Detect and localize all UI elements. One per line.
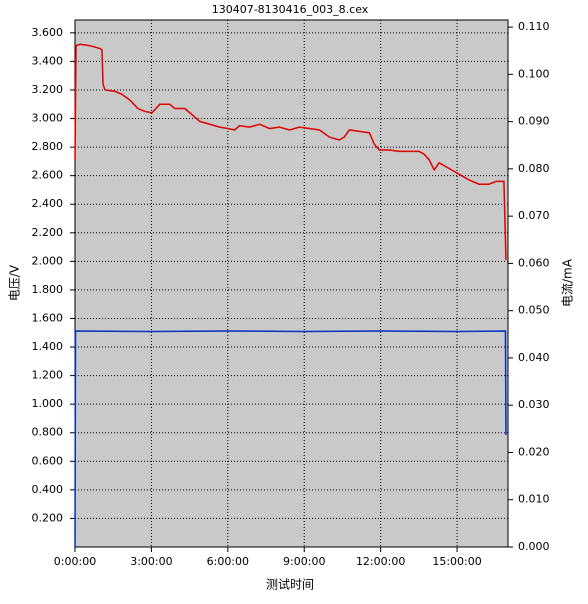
- y2-tick-label: 0.010: [518, 493, 550, 506]
- y-tick-label: 3.200: [32, 83, 64, 96]
- y-tick-label: 1.000: [32, 397, 64, 410]
- y2-tick-label: 0.050: [518, 304, 550, 317]
- y-tick-label: 2.600: [32, 169, 64, 182]
- x-tick-label: 15:00:00: [432, 555, 481, 568]
- y2-tick-label: 0.040: [518, 351, 550, 364]
- y-tick-label: 1.200: [32, 369, 64, 382]
- y2-tick-label: 0.080: [518, 162, 550, 175]
- y-tick-label: 2.000: [32, 254, 64, 267]
- y-axis-label: 电压/V: [8, 264, 22, 301]
- y2-tick-label: 0.100: [518, 67, 550, 80]
- plot-area: [74, 19, 509, 548]
- x-tick-label: 6:00:00: [207, 555, 249, 568]
- y2-tick-label: 0.110: [518, 20, 550, 33]
- y-tick-label: 0.800: [32, 426, 64, 439]
- y-tick-label: 1.800: [32, 283, 64, 296]
- y-tick-label: 2.200: [32, 226, 64, 239]
- y-tick-label: 2.400: [32, 197, 64, 210]
- y-tick-label: 3.000: [32, 112, 64, 125]
- y2-axis-label: 电流/mA: [561, 258, 575, 307]
- series-line: [74, 43, 507, 260]
- y-tick-label: 2.800: [32, 140, 64, 153]
- y2-tick-label: 0.060: [518, 256, 550, 269]
- y-tick-label: 3.600: [32, 26, 64, 39]
- y2-tick-label: 0.090: [518, 115, 550, 128]
- y-tick-label: 1.600: [32, 311, 64, 324]
- y2-tick-label: 0.020: [518, 445, 550, 458]
- y-tick-label: 0.400: [32, 483, 64, 496]
- y-tick-label: 1.400: [32, 340, 64, 353]
- y2-tick-label: 0.030: [518, 398, 550, 411]
- x-tick-label: 0:00:00: [54, 555, 96, 568]
- x-tick-label: 12:00:00: [356, 555, 405, 568]
- y-tick-label: 0.600: [32, 454, 64, 467]
- y-tick-label: 0.200: [32, 511, 64, 524]
- x-tick-label: 9:00:00: [283, 555, 325, 568]
- chart-title: 130407-8130416_003_8.cex: [212, 3, 369, 16]
- x-tick-label: 3:00:00: [130, 555, 172, 568]
- series-line: [74, 330, 507, 548]
- x-axis-label: 测试时间: [266, 577, 314, 592]
- y2-tick-label: 0.000: [518, 540, 550, 553]
- y-tick-label: 3.400: [32, 54, 64, 67]
- y2-tick-label: 0.070: [518, 209, 550, 222]
